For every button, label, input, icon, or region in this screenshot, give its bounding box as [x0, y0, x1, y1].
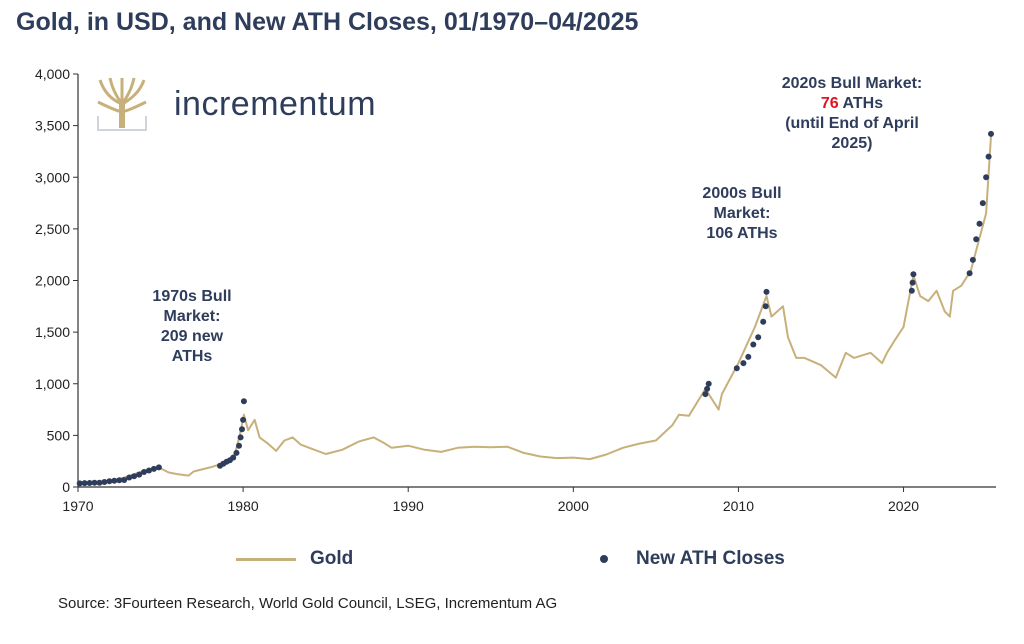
- ath-point: [966, 270, 973, 277]
- tree-icon: [97, 77, 147, 131]
- ath-point: [146, 467, 152, 474]
- ath-point: [116, 477, 123, 484]
- ath-point: [233, 449, 240, 456]
- ath-point: [91, 479, 98, 486]
- ath-point: [704, 385, 711, 392]
- ath-point: [121, 477, 128, 483]
- x-tick-label: 1970: [62, 498, 93, 514]
- annotation-1970s-line: ATHs: [171, 348, 213, 365]
- y-tick-label: 2,500: [35, 221, 70, 237]
- ath-point: [230, 454, 237, 461]
- ath-point: [106, 478, 113, 485]
- annotation-2020s-line: 2025): [831, 135, 873, 152]
- ath-point: [979, 200, 986, 207]
- ath-point: [131, 473, 138, 480]
- y-tick-label: 4,000: [35, 66, 70, 82]
- x-tick-label: 1980: [228, 498, 259, 514]
- y-tick-label: 1,500: [35, 324, 70, 340]
- ath-point: [976, 220, 983, 227]
- x-tick-label: 1990: [393, 498, 424, 514]
- y-tick-label: 3,000: [35, 169, 70, 185]
- ath-point: [111, 477, 118, 484]
- ath-point: [750, 341, 757, 348]
- logo: incrementum: [94, 76, 376, 132]
- y-tick-label: 1,000: [35, 376, 70, 392]
- legend-gold-label: Gold: [310, 548, 354, 569]
- ath-point: [236, 442, 242, 449]
- ath-point: [985, 153, 992, 160]
- legend-ath-label: New ATH Closes: [636, 548, 785, 569]
- annotation-2000s-line: Market:: [713, 205, 771, 222]
- ath-point: [86, 480, 93, 486]
- chart-title: Gold, in USD, and New ATH Closes, 01/197…: [16, 8, 639, 36]
- ath-point: [155, 464, 162, 471]
- source-note: Source: 3Fourteen Research, World Gold C…: [58, 595, 558, 612]
- y-tick-label: 3,500: [35, 118, 70, 134]
- annotation-1970s-line: Market:: [163, 308, 221, 325]
- ath-point: [745, 353, 752, 360]
- ath-point: [983, 174, 990, 181]
- ath-point: [740, 360, 747, 367]
- legend-gold: Gold: [236, 548, 353, 570]
- ath-point: [969, 256, 976, 263]
- ath-count-suffix: ATHs: [838, 95, 884, 112]
- legend-ath-marker: [600, 555, 608, 563]
- ath-point: [240, 398, 247, 405]
- annotation-2020s-line: (until End of April: [785, 115, 919, 132]
- ath-point: [702, 391, 709, 398]
- ath-point: [908, 287, 915, 294]
- y-tick-label: 500: [47, 427, 71, 443]
- annotation-1970s-line: 1970s Bull: [152, 288, 232, 305]
- x-tick-label: 2020: [888, 498, 919, 514]
- ath-point: [760, 318, 767, 325]
- annotation-2020s-count-line: 76 ATHs: [742, 94, 962, 114]
- ath-point: [239, 426, 245, 433]
- y-tick-label: 2,000: [35, 273, 70, 289]
- ath-point: [101, 479, 108, 485]
- ath-point: [237, 434, 244, 441]
- ath-point: [909, 279, 916, 286]
- annotation-2020s-line: 2020s Bull Market:: [781, 75, 923, 92]
- ath-count: 76: [820, 95, 839, 112]
- ath-point: [126, 474, 133, 481]
- ath-point: [81, 480, 88, 487]
- ath-point: [910, 271, 917, 278]
- logo-text: incrementum: [174, 84, 377, 123]
- x-tick-label: 2000: [558, 498, 589, 514]
- ath-point: [763, 288, 770, 295]
- annotation-2000s: 2000s Bull Market: 106 ATHs: [672, 184, 812, 244]
- annotation-1970s: 1970s Bull Market: 209 new ATHs: [122, 287, 262, 367]
- ath-point: [96, 479, 103, 486]
- ath-point: [733, 365, 740, 372]
- ath-point: [240, 416, 247, 423]
- legend-gold-line: [236, 557, 296, 561]
- ath-point: [150, 465, 157, 472]
- x-tick-label: 2010: [723, 498, 754, 514]
- ath-point: [973, 236, 980, 243]
- ath-point: [762, 303, 769, 310]
- annotation-1970s-line: 209 new: [160, 328, 224, 345]
- ath-point: [755, 334, 762, 341]
- ath-point: [76, 480, 83, 487]
- ath-point: [988, 130, 994, 137]
- annotation-2000s-line: 2000s Bull: [702, 185, 782, 202]
- ath-point: [136, 471, 143, 478]
- annotation-2020s: 2020s Bull Market: 76 ATHs (until End of…: [742, 74, 962, 154]
- ath-point: [141, 469, 147, 475]
- annotation-2000s-line: 106 ATHs: [706, 225, 778, 242]
- ath-point: [705, 380, 712, 387]
- y-tick-label: 0: [62, 479, 70, 495]
- legend-ath: New ATH Closes: [600, 548, 785, 570]
